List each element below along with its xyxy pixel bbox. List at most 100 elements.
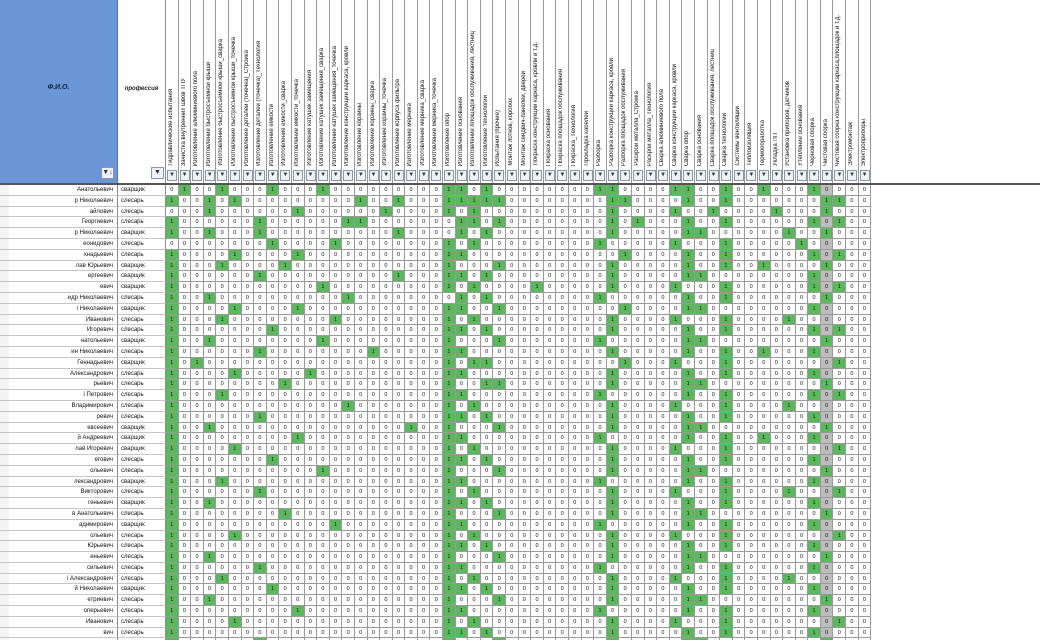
skill-cell[interactable]: 1 <box>808 584 821 596</box>
skill-cell[interactable]: 1 <box>682 217 695 229</box>
skill-cell[interactable]: 1 <box>405 422 418 434</box>
skill-cell[interactable]: 0 <box>846 325 859 337</box>
skill-cell[interactable]: 0 <box>291 282 305 293</box>
skill-cell[interactable]: 0 <box>569 357 582 369</box>
column-filter-button[interactable]: ▼ <box>469 170 480 181</box>
skill-cell[interactable]: 0 <box>417 325 431 337</box>
skill-cell[interactable]: 0 <box>783 454 796 466</box>
skill-cell[interactable]: 0 <box>682 573 695 585</box>
skill-cell[interactable]: 1 <box>682 325 695 337</box>
skill-cell[interactable]: 0 <box>543 206 557 218</box>
skill-cell[interactable]: 0 <box>191 606 204 617</box>
skill-cell[interactable]: 0 <box>783 476 796 488</box>
skill-cell[interactable]: 1 <box>480 228 494 239</box>
skill-cell[interactable]: 0 <box>859 638 872 640</box>
skill-cell[interactable]: 0 <box>354 325 368 337</box>
profession-cell[interactable]: слесарь <box>118 606 166 617</box>
skill-cell[interactable]: 0 <box>354 508 368 520</box>
skill-cell[interactable]: 0 <box>266 390 280 401</box>
skill-cell[interactable]: 1 <box>203 552 217 563</box>
skill-cell[interactable]: 0 <box>493 487 507 499</box>
skill-cell[interactable]: 1 <box>606 444 620 455</box>
skill-cell[interactable]: 0 <box>279 185 292 196</box>
skill-cell[interactable]: 0 <box>808 314 821 326</box>
skill-cell[interactable]: 0 <box>367 238 381 250</box>
skill-cell[interactable]: 0 <box>342 444 355 455</box>
skill-cell[interactable]: 0 <box>581 552 595 563</box>
skill-cell[interactable]: 0 <box>354 454 368 466</box>
skill-cell[interactable]: 0 <box>480 573 494 585</box>
skill-cell[interactable]: 0 <box>556 185 569 196</box>
skill-cell[interactable]: 0 <box>745 433 758 445</box>
skill-cell[interactable]: 0 <box>594 638 607 640</box>
column-filter-button[interactable]: ▼ <box>519 170 530 181</box>
skill-column-header[interactable]: Чистовая сборка конструкций каркаса,площ… <box>833 0 847 183</box>
skill-cell[interactable]: 0 <box>745 411 758 423</box>
skill-cell[interactable]: 0 <box>266 627 280 639</box>
column-filter-button[interactable]: ▼ <box>167 170 177 181</box>
skill-cell[interactable]: 0 <box>745 238 758 250</box>
skill-cell[interactable]: 0 <box>417 260 431 272</box>
skill-cell[interactable]: 1 <box>493 303 507 315</box>
skill-cell[interactable]: 1 <box>720 400 733 412</box>
skill-cell[interactable]: 1 <box>631 217 645 229</box>
skill-cell[interactable]: 0 <box>304 476 318 488</box>
skill-cell[interactable]: 1 <box>342 217 355 229</box>
skill-cell[interactable]: 0 <box>631 508 645 520</box>
skill-cell[interactable]: 0 <box>241 400 255 412</box>
skill-cell[interactable]: 1 <box>166 379 179 391</box>
skill-cell[interactable]: 1 <box>468 238 481 250</box>
skill-cell[interactable]: 0 <box>556 325 569 337</box>
skill-cell[interactable]: 0 <box>644 433 658 445</box>
skill-cell[interactable]: 0 <box>392 508 406 520</box>
skill-cell[interactable]: 1 <box>606 411 620 423</box>
skill-cell[interactable]: 0 <box>707 314 721 326</box>
skill-cell[interactable]: 0 <box>518 260 532 272</box>
skill-cell[interactable]: 0 <box>430 541 444 553</box>
skill-cell[interactable]: 0 <box>468 271 481 283</box>
skill-cell[interactable]: 0 <box>858 195 872 207</box>
skill-cell[interactable]: 0 <box>178 282 192 293</box>
skill-cell[interactable]: 0 <box>417 346 431 358</box>
skill-cell[interactable]: 0 <box>543 508 557 520</box>
skill-cell[interactable]: 0 <box>833 454 847 466</box>
skill-cell[interactable]: 0 <box>657 185 670 196</box>
skill-cell[interactable]: 1 <box>216 476 229 488</box>
skill-cell[interactable]: 0 <box>279 616 292 628</box>
skill-cell[interactable]: 0 <box>203 444 217 455</box>
skill-cell[interactable]: 0 <box>506 519 519 531</box>
skill-cell[interactable]: 1 <box>443 411 456 423</box>
skill-cell[interactable]: 0 <box>329 390 343 401</box>
skill-cell[interactable]: 1 <box>682 465 695 477</box>
skill-cell[interactable]: 0 <box>468 595 481 607</box>
skill-cell[interactable]: 1 <box>682 185 695 196</box>
skill-cell[interactable]: 1 <box>493 595 507 607</box>
skill-cell[interactable]: 0 <box>417 292 431 304</box>
skill-cell[interactable]: 0 <box>770 562 784 574</box>
skill-cell[interactable]: 1 <box>480 411 494 423</box>
skill-cell[interactable]: 0 <box>329 444 343 455</box>
skill-cell[interactable]: 0 <box>342 476 355 488</box>
skill-cell[interactable]: 0 <box>203 573 217 585</box>
skill-cell[interactable]: 0 <box>720 336 733 347</box>
profession-filter-button[interactable]: ▼ <box>151 167 164 179</box>
skill-cell[interactable]: 0 <box>518 228 532 239</box>
skill-cell[interactable]: 0 <box>808 487 821 499</box>
skill-cell[interactable]: 0 <box>455 400 469 412</box>
skill-cell[interactable]: 0 <box>228 238 242 250</box>
skill-cell[interactable]: 1 <box>720 487 733 499</box>
skill-cell[interactable]: 0 <box>367 336 381 347</box>
skill-cell[interactable]: 0 <box>380 303 393 315</box>
skill-cell[interactable]: 0 <box>405 217 418 229</box>
skill-cell[interactable]: 0 <box>619 292 632 304</box>
skill-cell[interactable]: 0 <box>380 627 393 639</box>
skill-cell[interactable]: 0 <box>367 627 381 639</box>
skill-cell[interactable]: 0 <box>430 325 444 337</box>
skill-cell[interactable]: 0 <box>846 314 859 326</box>
skill-cell[interactable]: 0 <box>556 195 569 207</box>
skill-cell[interactable]: 1 <box>493 336 507 347</box>
profession-cell[interactable]: сварщик <box>118 498 166 509</box>
skill-cell[interactable]: 0 <box>493 249 507 261</box>
skill-cell[interactable]: 0 <box>430 444 444 455</box>
skill-cell[interactable]: 0 <box>455 487 469 499</box>
